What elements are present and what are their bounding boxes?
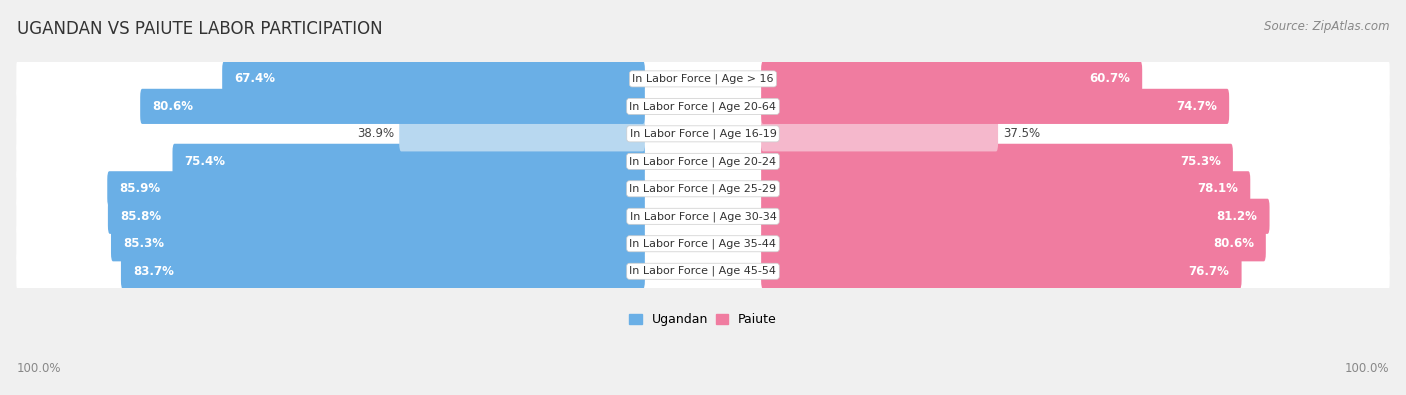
Text: In Labor Force | Age > 16: In Labor Force | Age > 16	[633, 73, 773, 84]
FancyBboxPatch shape	[761, 171, 1250, 207]
Text: 81.2%: 81.2%	[1216, 210, 1257, 223]
Text: 100.0%: 100.0%	[17, 362, 62, 375]
FancyBboxPatch shape	[108, 199, 645, 234]
FancyBboxPatch shape	[761, 254, 1241, 289]
Text: In Labor Force | Age 30-34: In Labor Force | Age 30-34	[630, 211, 776, 222]
Legend: Ugandan, Paiute: Ugandan, Paiute	[624, 308, 782, 331]
Text: 76.7%: 76.7%	[1188, 265, 1230, 278]
FancyBboxPatch shape	[17, 59, 1389, 98]
Text: In Labor Force | Age 20-64: In Labor Force | Age 20-64	[630, 101, 776, 112]
FancyBboxPatch shape	[17, 114, 1389, 153]
FancyBboxPatch shape	[111, 226, 645, 261]
FancyBboxPatch shape	[17, 197, 1389, 236]
Text: 38.9%: 38.9%	[357, 127, 395, 140]
Text: 85.9%: 85.9%	[120, 182, 160, 195]
FancyBboxPatch shape	[761, 61, 1142, 96]
Text: 60.7%: 60.7%	[1090, 72, 1130, 85]
Text: Source: ZipAtlas.com: Source: ZipAtlas.com	[1264, 20, 1389, 33]
Text: In Labor Force | Age 45-54: In Labor Force | Age 45-54	[630, 266, 776, 276]
FancyBboxPatch shape	[761, 226, 1265, 261]
Text: 78.1%: 78.1%	[1198, 182, 1239, 195]
FancyBboxPatch shape	[222, 61, 645, 96]
FancyBboxPatch shape	[17, 224, 1389, 263]
Text: In Labor Force | Age 35-44: In Labor Force | Age 35-44	[630, 239, 776, 249]
FancyBboxPatch shape	[107, 171, 645, 207]
FancyBboxPatch shape	[761, 199, 1270, 234]
Text: 75.4%: 75.4%	[184, 155, 225, 168]
Text: 85.3%: 85.3%	[122, 237, 165, 250]
FancyBboxPatch shape	[17, 252, 1389, 291]
FancyBboxPatch shape	[141, 89, 645, 124]
FancyBboxPatch shape	[17, 87, 1389, 126]
FancyBboxPatch shape	[121, 254, 645, 289]
Text: 80.6%: 80.6%	[1213, 237, 1254, 250]
FancyBboxPatch shape	[761, 89, 1229, 124]
Text: 67.4%: 67.4%	[235, 72, 276, 85]
Text: 85.8%: 85.8%	[120, 210, 162, 223]
Text: 37.5%: 37.5%	[1002, 127, 1040, 140]
Text: 80.6%: 80.6%	[152, 100, 193, 113]
FancyBboxPatch shape	[17, 142, 1389, 181]
FancyBboxPatch shape	[17, 169, 1389, 208]
Text: In Labor Force | Age 20-24: In Labor Force | Age 20-24	[630, 156, 776, 167]
FancyBboxPatch shape	[173, 144, 645, 179]
Text: 74.7%: 74.7%	[1177, 100, 1218, 113]
Text: UGANDAN VS PAIUTE LABOR PARTICIPATION: UGANDAN VS PAIUTE LABOR PARTICIPATION	[17, 20, 382, 38]
Text: 83.7%: 83.7%	[134, 265, 174, 278]
Text: In Labor Force | Age 16-19: In Labor Force | Age 16-19	[630, 129, 776, 139]
Text: 100.0%: 100.0%	[1344, 362, 1389, 375]
Text: 75.3%: 75.3%	[1180, 155, 1220, 168]
FancyBboxPatch shape	[399, 116, 645, 151]
FancyBboxPatch shape	[761, 116, 998, 151]
Text: In Labor Force | Age 25-29: In Labor Force | Age 25-29	[630, 184, 776, 194]
FancyBboxPatch shape	[761, 144, 1233, 179]
